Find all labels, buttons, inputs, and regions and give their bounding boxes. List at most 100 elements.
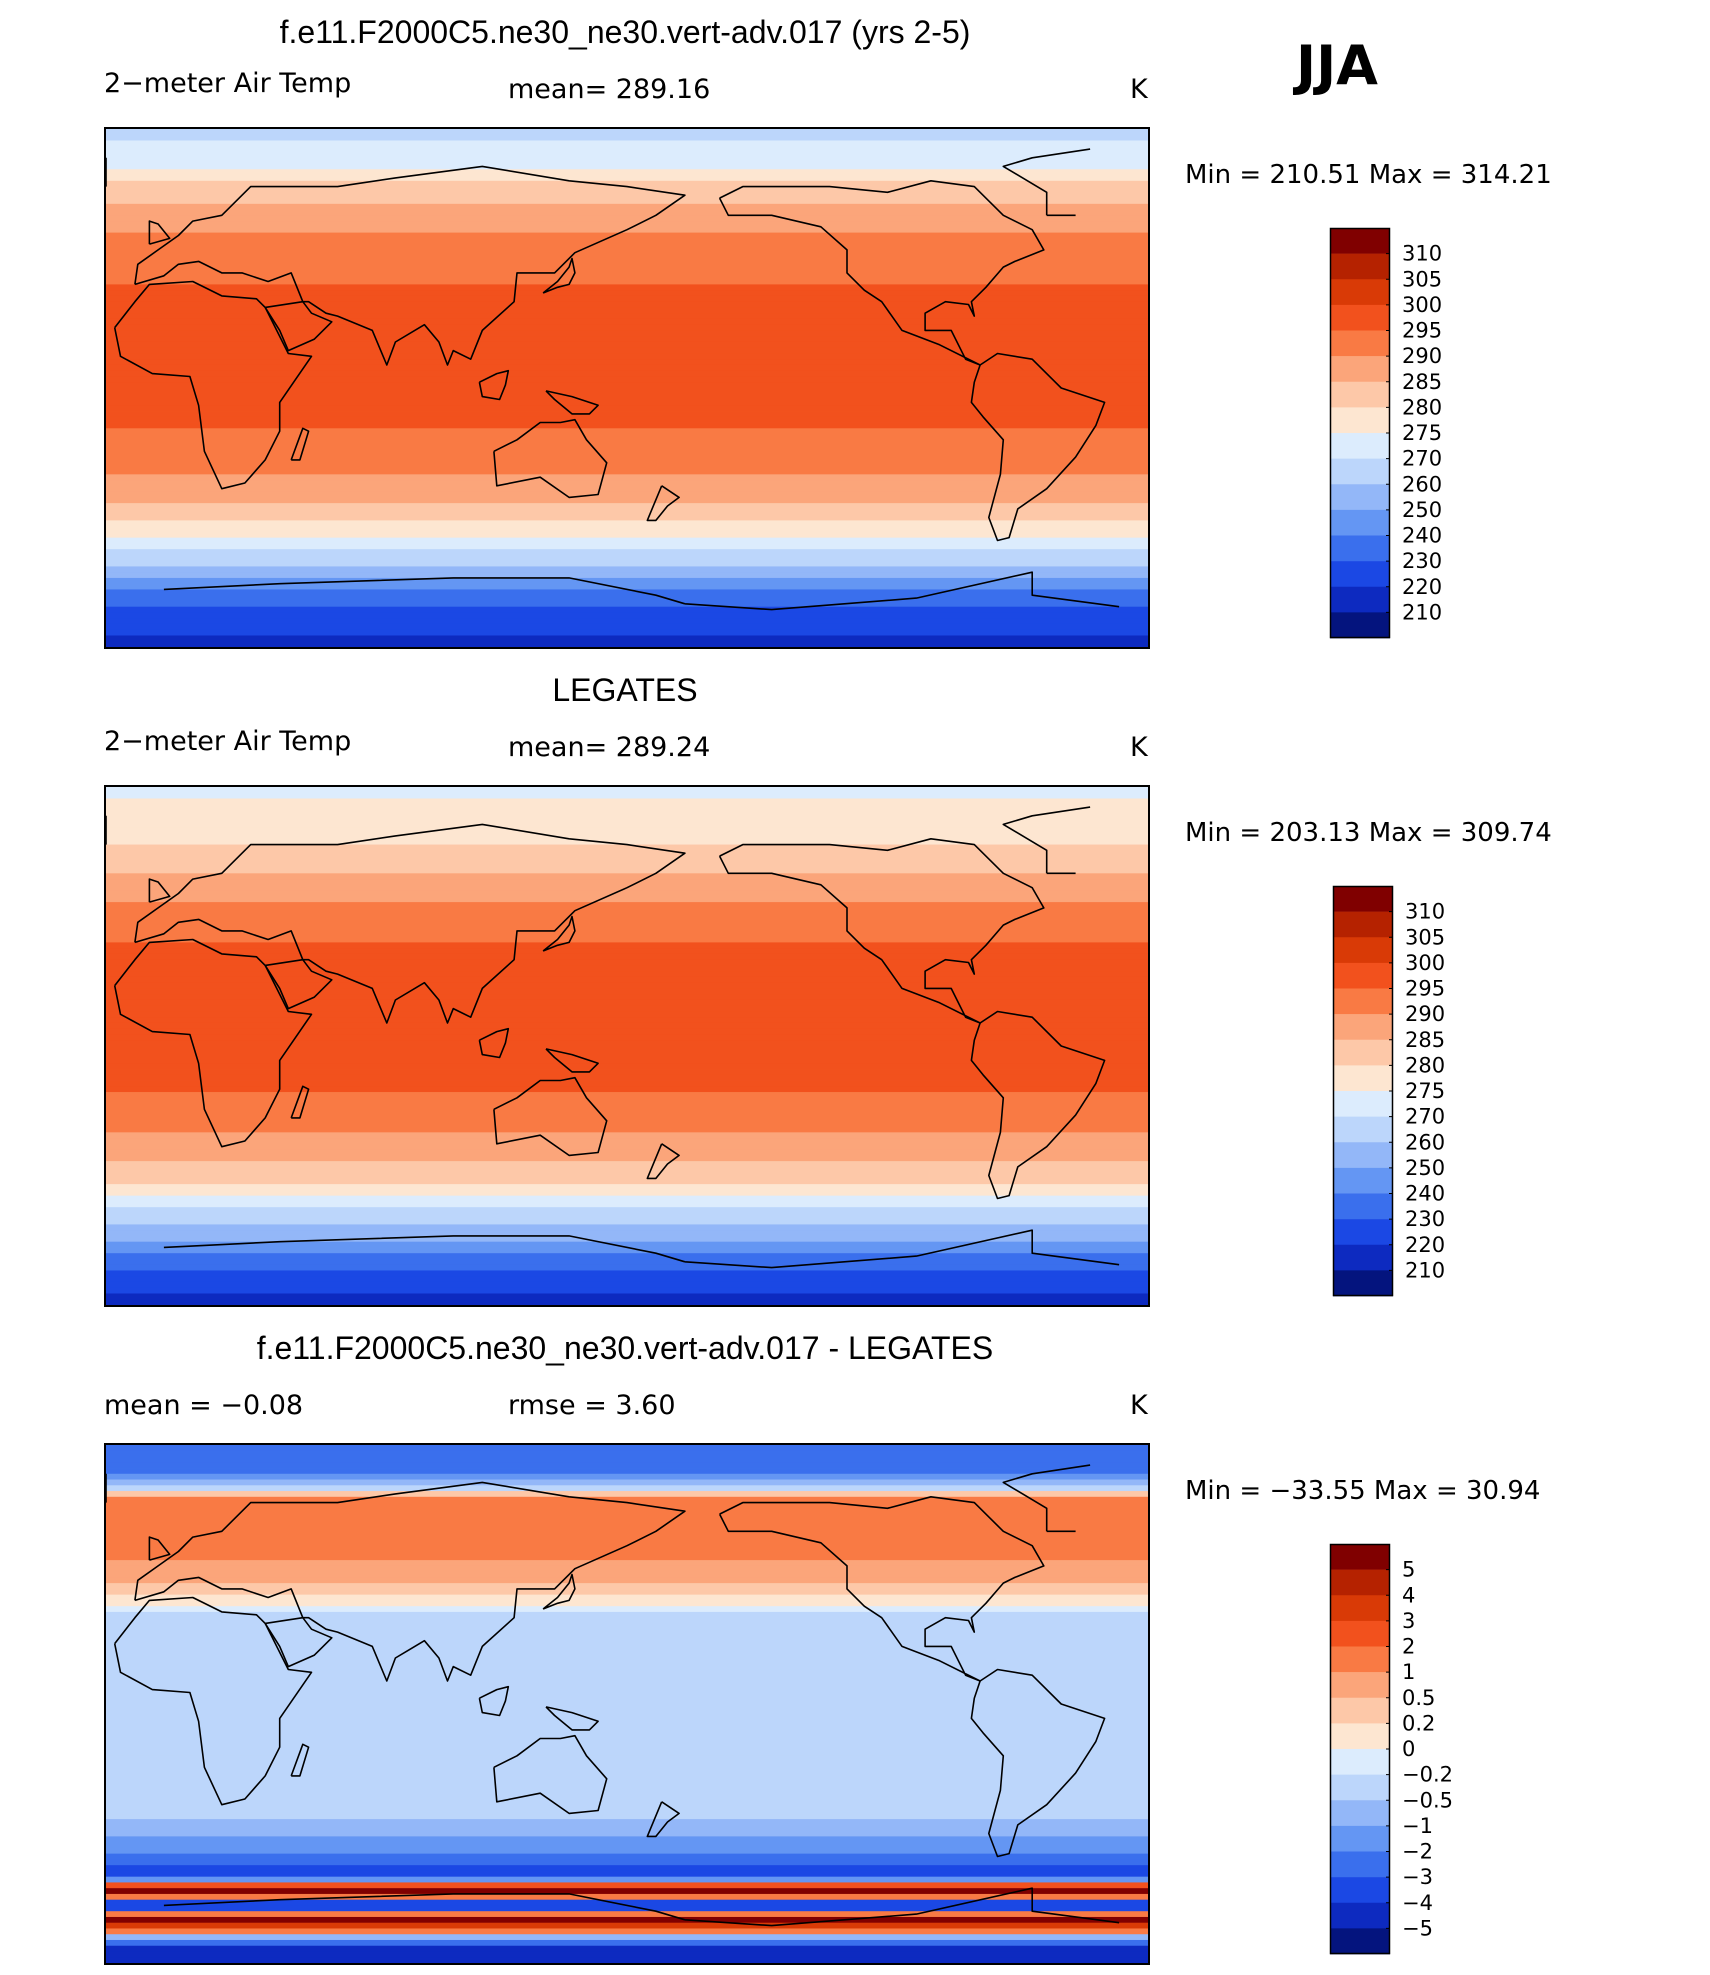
- coastline: [163, 1229, 1120, 1269]
- map-band: [106, 1888, 1148, 1895]
- map-band: [106, 175, 1148, 182]
- map-band: [106, 635, 1148, 642]
- colorbar-swatch: [1330, 458, 1390, 485]
- map-band: [106, 1606, 1148, 1613]
- map-band: [106, 1916, 1148, 1924]
- colorbar-tick-label: −1: [1402, 1814, 1433, 1838]
- colorbar-swatch: [1330, 1774, 1390, 1801]
- coastline: [106, 1464, 1091, 1533]
- coastline: [163, 1887, 1120, 1927]
- map-band: [106, 583, 1148, 590]
- colorbar-tick-label: 240: [1402, 524, 1442, 548]
- coastline: [542, 257, 576, 294]
- colorbar-tick-label: 0.2: [1402, 1711, 1435, 1735]
- map-band: [106, 1519, 1148, 1526]
- colorbar-tick-label: 1: [1402, 1660, 1415, 1684]
- map-band: [106, 1657, 1148, 1665]
- colorbar-swatch: [1330, 381, 1390, 408]
- map-band: [106, 1761, 1148, 1768]
- panel-2-units-label: K: [1130, 732, 1148, 763]
- colorbar-tick-label: 300: [1402, 293, 1442, 317]
- map-band: [106, 1738, 1148, 1745]
- map-band: [106, 982, 1148, 989]
- map-band: [106, 330, 1148, 337]
- map-band: [106, 313, 1148, 320]
- colorbar-tick-label: 280: [1402, 395, 1442, 419]
- map-band: [106, 1715, 1148, 1722]
- map-band: [106, 434, 1148, 441]
- map-band: [106, 411, 1148, 418]
- map-band: [106, 134, 1148, 141]
- map-band: [106, 1456, 1148, 1463]
- map-band: [106, 1588, 1148, 1596]
- map-band: [106, 629, 1148, 636]
- colorbar-tick-label: 260: [1402, 472, 1442, 496]
- map-band: [106, 474, 1148, 481]
- map-band: [106, 1617, 1148, 1624]
- coastline: [264, 300, 333, 352]
- map-band: [106, 1086, 1148, 1093]
- map-band: [106, 537, 1148, 544]
- map-band: [106, 1939, 1148, 1947]
- coastline: [646, 485, 680, 522]
- coastline: [264, 1616, 333, 1668]
- map-band: [106, 370, 1148, 377]
- map-band: [106, 879, 1148, 886]
- map-band: [106, 1230, 1148, 1237]
- coastline: [545, 1048, 599, 1073]
- map-band: [106, 1046, 1148, 1053]
- map-band: [106, 307, 1148, 314]
- colorbar-swatch: [1330, 1646, 1390, 1673]
- map-band: [106, 203, 1148, 210]
- map-band: [106, 1629, 1148, 1636]
- map-band: [106, 1525, 1148, 1532]
- map-band: [106, 1201, 1148, 1208]
- map-band: [106, 163, 1148, 170]
- coastline: [493, 1734, 608, 1815]
- map-band: [106, 1790, 1148, 1797]
- map-band: [106, 827, 1148, 834]
- map-band: [106, 959, 1148, 966]
- colorbar-swatch: [1333, 962, 1393, 989]
- colorbar-tick-label: 285: [1402, 370, 1442, 394]
- map-band: [106, 1686, 1148, 1693]
- map-band: [106, 549, 1148, 556]
- coastline: [290, 1743, 310, 1777]
- colorbar-swatch: [1330, 304, 1390, 331]
- colorbar-tick-label: −4: [1402, 1891, 1433, 1915]
- map-band: [106, 606, 1148, 613]
- map-band: [106, 844, 1148, 851]
- map-band: [106, 1893, 1148, 1901]
- map-band: [106, 1132, 1148, 1139]
- map-band: [106, 1801, 1148, 1808]
- panel-3-minmax: Min = −33.55 Max = 30.94: [1185, 1476, 1541, 1506]
- map-band: [106, 572, 1148, 579]
- map-band: [106, 1583, 1148, 1590]
- coastline: [970, 1668, 1106, 1858]
- coastline: [106, 806, 1091, 875]
- map-band: [106, 867, 1148, 874]
- map-band: [106, 994, 1148, 1001]
- coastline: [163, 571, 1120, 611]
- map-band: [106, 393, 1148, 400]
- map-band: [106, 1051, 1148, 1058]
- colorbar-tick-label: 280: [1405, 1053, 1445, 1077]
- map-band: [106, 1594, 1148, 1601]
- map-band: [106, 1017, 1148, 1024]
- coastline: [134, 165, 686, 366]
- map-band: [106, 1126, 1148, 1133]
- map-band: [106, 1882, 1148, 1889]
- map-band: [106, 1491, 1148, 1498]
- map-band: [106, 936, 1148, 943]
- map-band: [106, 451, 1148, 458]
- map-band: [106, 1721, 1148, 1728]
- colorbar-swatch: [1330, 535, 1390, 562]
- colorbar-swatch: [1330, 1928, 1390, 1955]
- map-band: [106, 1005, 1148, 1012]
- map-band: [106, 1531, 1148, 1538]
- map-band: [106, 919, 1148, 926]
- colorbar-tick-label: 290: [1402, 344, 1442, 368]
- map-band: [106, 1166, 1148, 1174]
- map-band: [106, 798, 1148, 805]
- coastline: [478, 1027, 510, 1059]
